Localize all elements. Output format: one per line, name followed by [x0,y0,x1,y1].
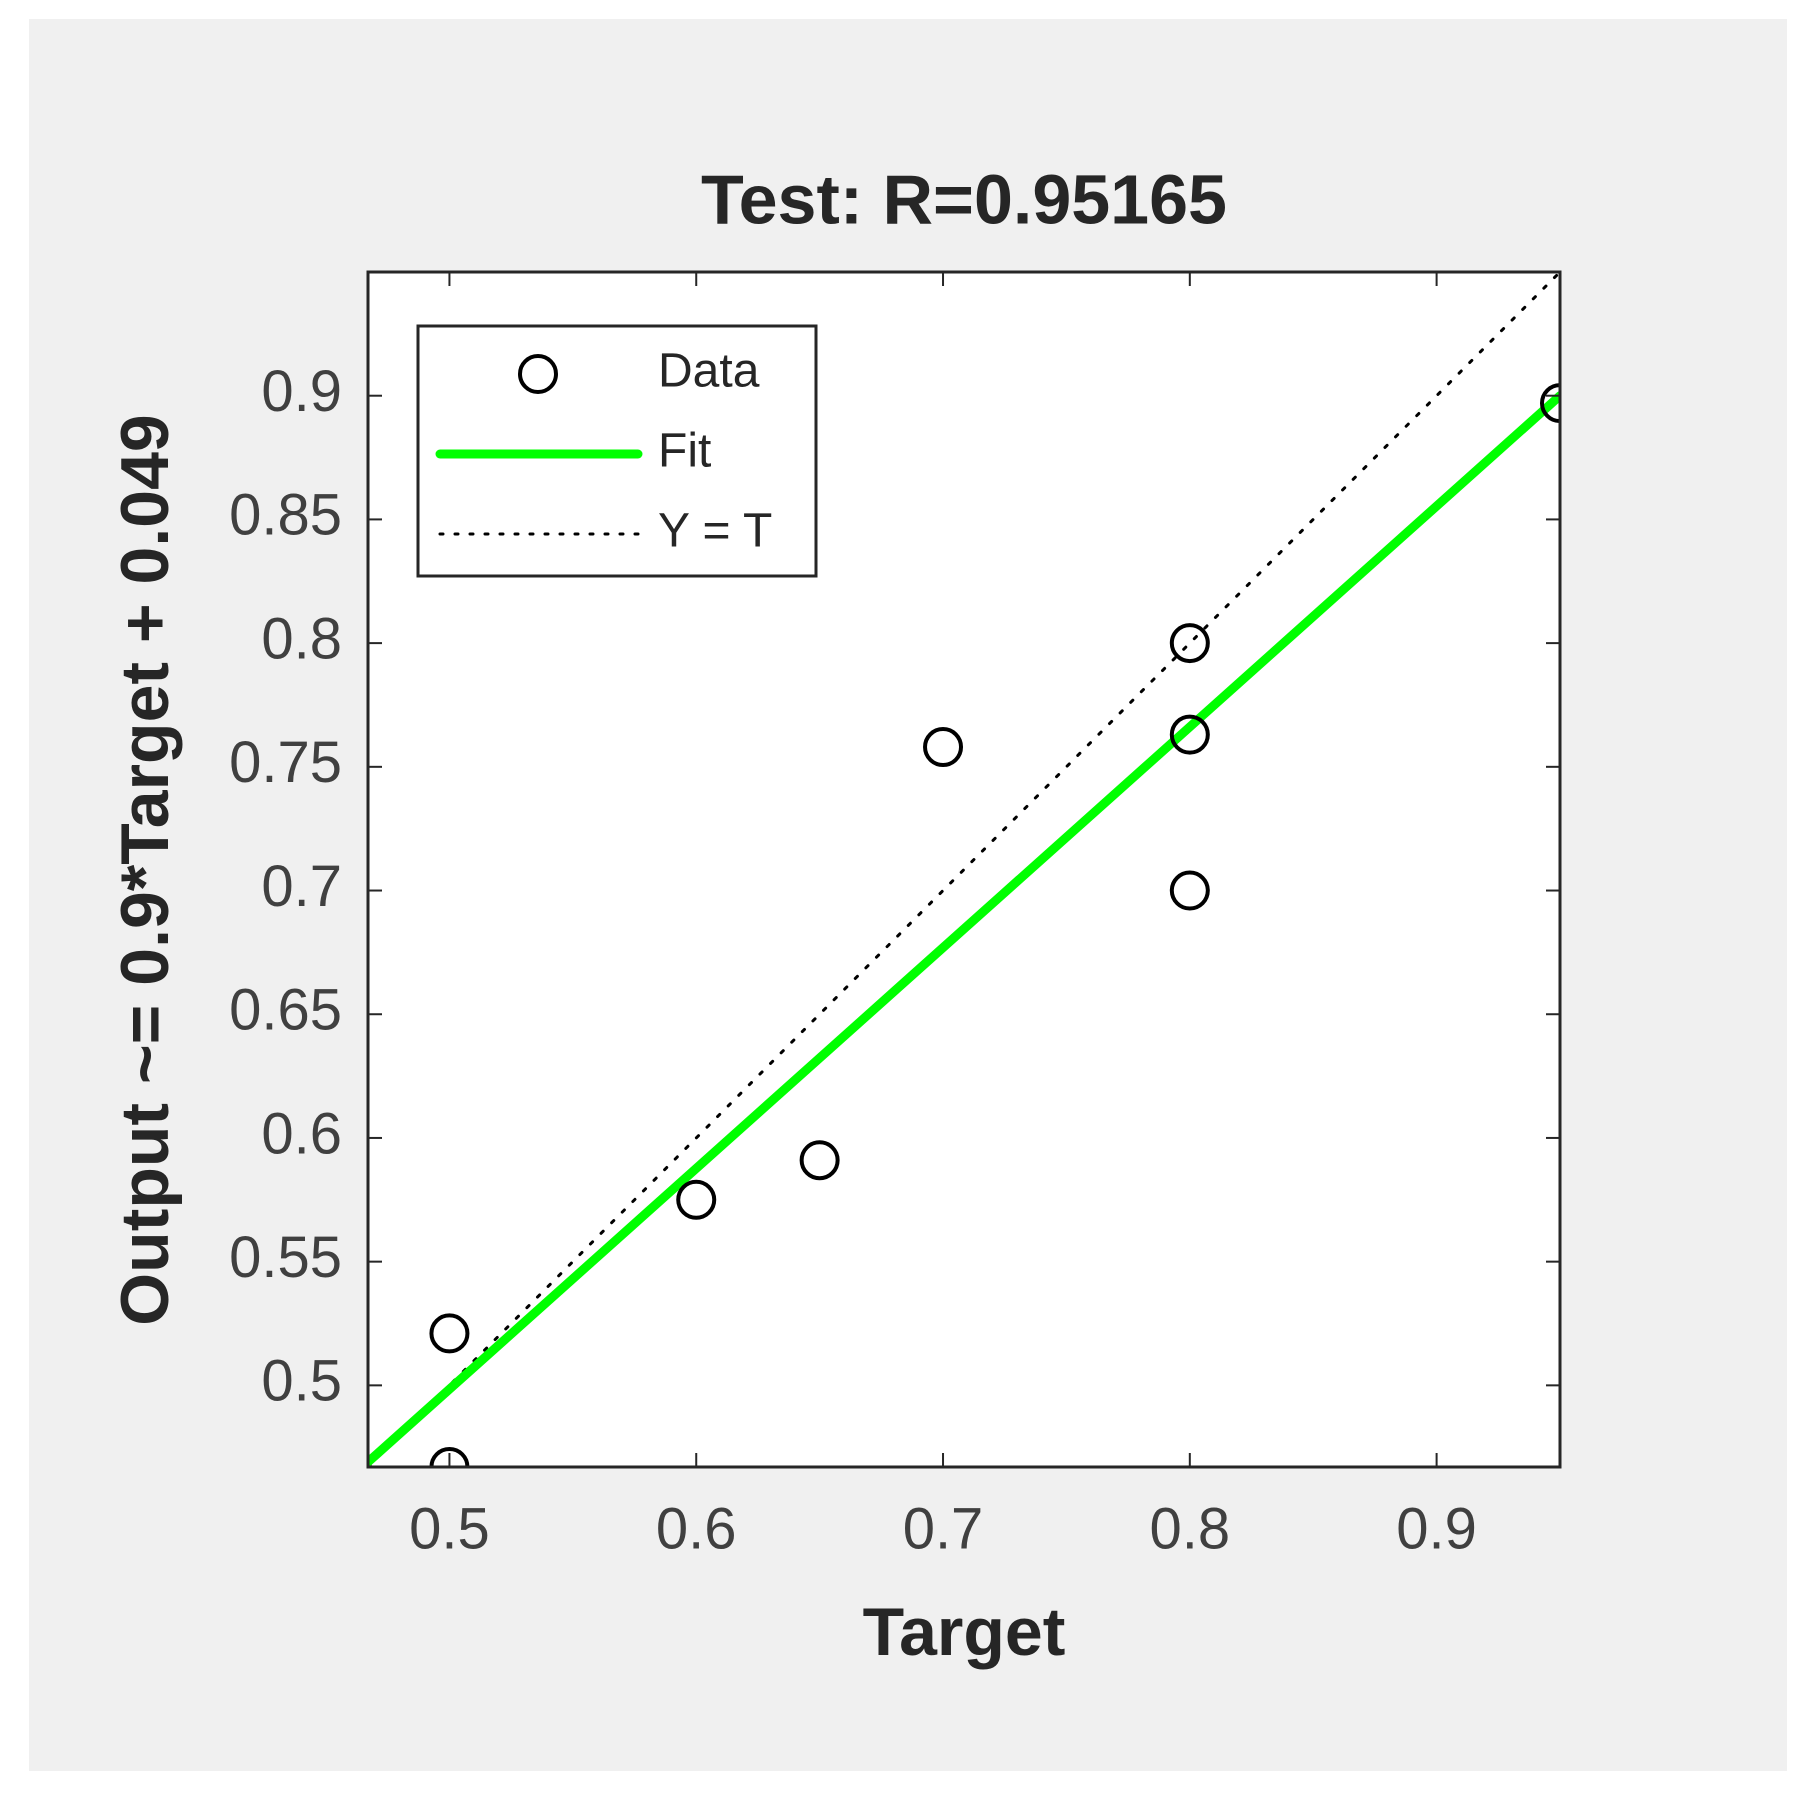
y-tick-label: 0.9 [261,359,342,424]
x-tick-label: 0.5 [409,1496,490,1561]
plot-frame [366,270,1562,1469]
chart-title: Test: R=0.95165 [701,160,1227,238]
y-tick-label: 0.8 [261,606,342,671]
y-tick-label: 0.85 [229,483,342,548]
y-tick-label: 0.6 [261,1101,342,1166]
x-tick-label: 0.8 [1149,1496,1230,1561]
data-point [799,1140,840,1181]
y-axis-label: Output ~= 0.9*Target + 0.049 [107,414,183,1325]
data-point [429,1313,470,1354]
x-tick-label: 0.7 [903,1496,984,1561]
data-point [676,1179,717,1220]
y-tick-label: 0.5 [261,1349,342,1414]
y-tick-label: 0.55 [229,1225,342,1290]
series-line [368,391,1560,1467]
legend-label: Data [658,345,760,398]
x-axis-label: Target [863,1594,1066,1670]
x-tick-label: 0.6 [656,1496,737,1561]
data-point [429,1447,470,1467]
y-tick-label: 0.75 [229,730,342,795]
data-point [1169,714,1210,755]
data-point [1169,623,1210,664]
legend-label: Y = T [658,505,772,558]
legend-label: Fit [658,425,711,478]
series-line [368,272,1560,1467]
plot-layer [368,272,1560,1467]
data-point [923,727,964,768]
data-point [1169,870,1210,911]
y-tick-label: 0.65 [229,978,342,1043]
y-tick-label: 0.7 [261,854,342,919]
x-tick-label: 0.9 [1396,1496,1477,1561]
data-point [1540,383,1560,424]
legend-marker [518,354,558,394]
